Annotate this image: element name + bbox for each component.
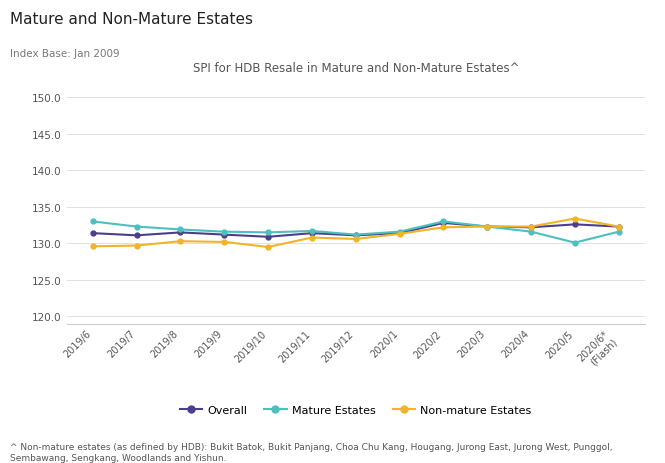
Text: ^ Non-mature estates (as defined by HDB): Bukit Batok, Bukit Panjang, Choa Chu K: ^ Non-mature estates (as defined by HDB)… <box>10 442 612 462</box>
Legend: Overall, Mature Estates, Non-mature Estates: Overall, Mature Estates, Non-mature Esta… <box>176 401 536 419</box>
Text: Mature and Non-Mature Estates: Mature and Non-Mature Estates <box>10 12 253 26</box>
Title: SPI for HDB Resale in Mature and Non-Mature Estates^: SPI for HDB Resale in Mature and Non-Mat… <box>193 63 519 75</box>
Text: Index Base: Jan 2009: Index Base: Jan 2009 <box>10 49 120 59</box>
